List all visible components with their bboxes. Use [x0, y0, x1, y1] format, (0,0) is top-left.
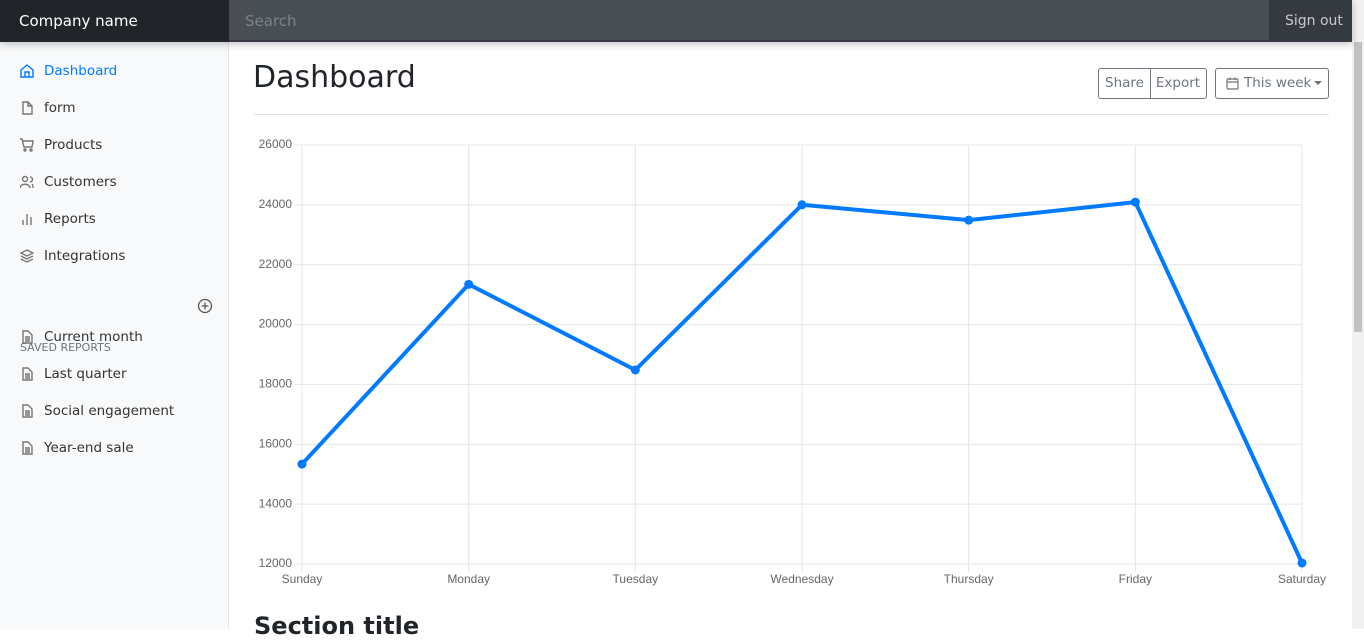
report-label: Last quarter	[44, 366, 127, 382]
divider	[254, 114, 1329, 115]
search-input[interactable]: Search	[229, 0, 1269, 40]
calendar-icon	[1226, 77, 1239, 90]
point	[630, 365, 640, 375]
saved-reports-heading: SAVED REPORTS	[20, 341, 111, 354]
y-tick-label: 24000	[259, 197, 293, 211]
nav-label: Reports	[44, 211, 96, 227]
nav-item[interactable]: Reports	[20, 209, 96, 229]
y-tick-label: 16000	[259, 436, 293, 450]
nav-label: Integrations	[44, 248, 126, 264]
report-item[interactable]: Last quarter	[20, 364, 127, 384]
page-title: Dashboard	[253, 60, 416, 95]
caret	[1314, 81, 1322, 85]
report-label: Current month	[44, 329, 143, 345]
x-tick-label: Monday	[447, 572, 490, 586]
report-label: Social engagement	[44, 403, 175, 419]
point	[1130, 197, 1140, 207]
report-item[interactable]: Social engagement	[20, 401, 174, 421]
nav-item[interactable]: form	[20, 98, 75, 118]
x-tick-label: Tuesday	[613, 572, 659, 586]
y-tick-label: 22000	[259, 257, 293, 271]
point	[1297, 558, 1307, 568]
point	[964, 215, 974, 225]
x-tick-label: Saturday	[1278, 572, 1326, 586]
x-tick-label: Thursday	[944, 572, 994, 586]
x-tick-label: Wednesday	[770, 572, 833, 586]
navbar: Company name Search Sign out	[0, 0, 1352, 42]
nav-label: form	[44, 100, 76, 116]
line-chart: 12000 14000 16000 18000 20000 22000 24000 26000…	[259, 137, 1326, 586]
export-button[interactable]: Export	[1150, 68, 1207, 99]
y-tick-label: 26000	[259, 137, 293, 151]
sidebar: Dashboard form Products Customers Report…	[0, 42, 229, 629]
sign-out-link[interactable]: Sign out	[1285, 13, 1343, 29]
add-report-icon[interactable]	[197, 298, 213, 314]
y-tick-label: 18000	[259, 377, 293, 391]
dropdown-label: This week	[1244, 75, 1312, 91]
nav-label: Products	[44, 137, 103, 153]
y-tick-label: 20000	[259, 317, 293, 331]
nav-label: Dashboard	[44, 63, 118, 79]
y-tick-label: 14000	[259, 496, 293, 510]
scrollbar-thumb[interactable]	[1354, 42, 1362, 332]
x-tick-label: Sunday	[282, 572, 323, 586]
report-item[interactable]: Current month	[20, 327, 143, 347]
nav-item[interactable]: Customers	[20, 172, 117, 192]
x-tick-label: Friday	[1119, 572, 1152, 586]
report-label: Year-end sale	[44, 440, 134, 456]
section-title: Section title	[254, 612, 420, 640]
week-dropdown[interactable]: This week	[1215, 68, 1329, 99]
point	[797, 200, 807, 210]
nav-label: Customers	[44, 174, 117, 190]
brand[interactable]: Company name	[0, 0, 229, 42]
report-item[interactable]: Year-end sale	[20, 438, 134, 458]
nav-item[interactable]: Products	[20, 135, 102, 155]
share-button[interactable]: Share	[1098, 68, 1151, 99]
point	[464, 279, 474, 289]
y-tick-label: 12000	[259, 556, 293, 570]
nav-item[interactable]: Dashboard	[20, 61, 117, 81]
nav-item[interactable]: Integrations	[20, 246, 125, 266]
point	[297, 459, 307, 469]
